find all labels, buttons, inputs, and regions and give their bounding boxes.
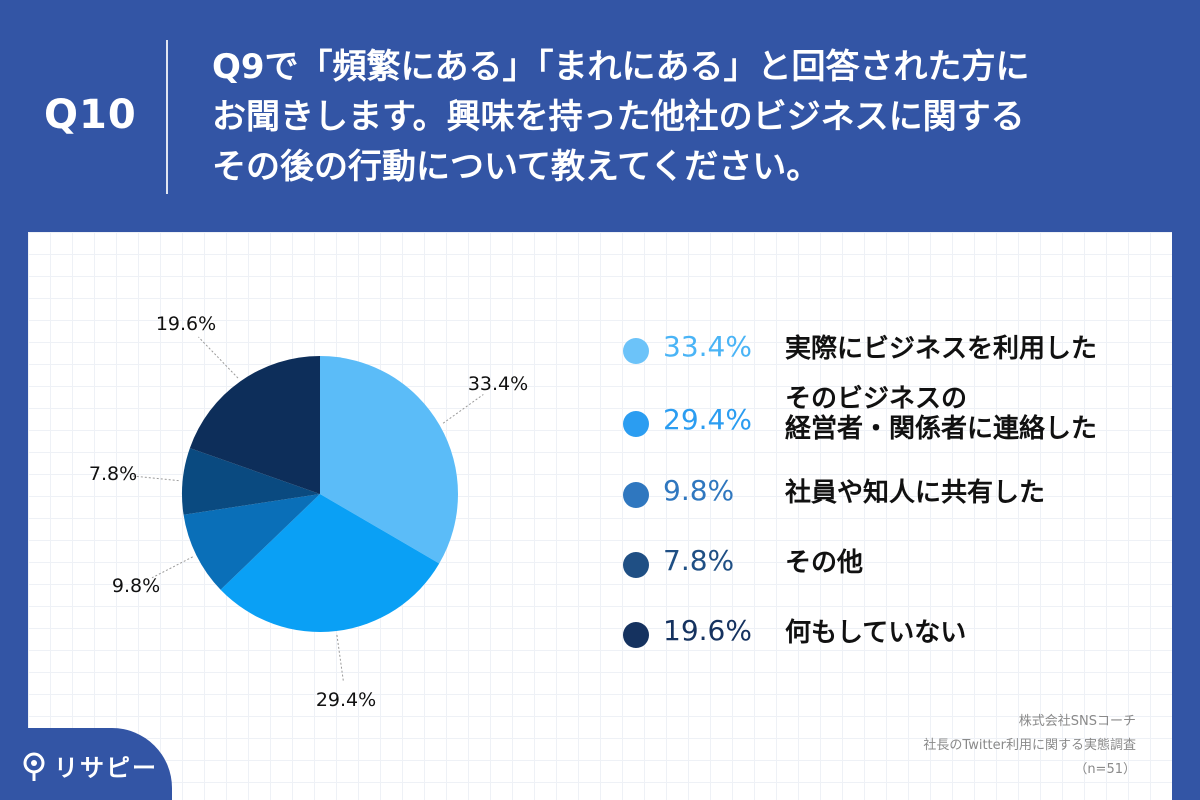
legend-label: そのビジネスの [785,384,968,414]
legend-item: 29.4% そのビジネスの 経営者・関係者に連絡した [623,384,1163,452]
question-line: お聞きします。興味を持った他社のビジネスに関する [212,97,1025,137]
legend-value: 33.4% [663,330,752,363]
legend-label: 社員や知人に共有した [785,478,1046,508]
leader-line [442,394,484,424]
slice-label: 7.8% [89,463,137,485]
legend-label: 実際にビジネスを利用した [785,334,1098,364]
source-line: 株式会社SNSコーチ [1018,714,1136,729]
legend-label: その他 [785,548,864,578]
leader-line [336,634,345,683]
slice-label: 19.6% [156,313,216,335]
legend-value: 7.8% [663,544,735,577]
map-pin-icon [23,752,45,781]
question-number: Q10 [44,92,137,138]
legend-dot-icon [623,482,649,508]
legend-dot-icon [623,338,649,364]
question-text: Q9で「頻繁にある」「まれにある」と回答された方に お聞きします。興味を持った他… [212,42,1172,192]
legend-item: 33.4% 実際にビジネスを利用した [623,322,1163,382]
legend-dot-icon [623,622,649,648]
source-line: 社長のTwitter利用に関する実態調査 [923,738,1136,753]
slice-label: 9.8% [112,575,160,597]
logo-text: リサピー [54,754,158,782]
pie-slice [220,494,440,632]
brand-logo: リサピー [0,728,172,800]
pie-slice [182,448,320,515]
slice-label: 33.4% [468,373,528,395]
chart-panel: 33.4% 29.4% 9.8% 7.8% 19.6% 33.4% 実際にビジネスを利用… [28,232,1172,800]
question-header: Q10 Q9で「頻繁にある」「まれにある」と回答された方に お聞きします。興味を… [0,0,1200,232]
slice-label: 29.4% [316,689,376,711]
source-note: 株式会社SNSコーチ 社長のTwitter利用に関する実態調査 （n=51） [923,710,1136,782]
pie-slice [183,494,320,590]
legend-value: 29.4% [663,403,752,436]
pie-chart: 33.4% 29.4% 9.8% 7.8% 19.6% [89,313,528,711]
legend-item: 19.6% 何もしていない [623,598,1163,658]
legend-value: 19.6% [663,614,752,647]
legend-item: 7.8% その他 [623,530,1163,590]
leader-line [130,475,179,482]
leader-line [198,336,239,379]
legend-dot-icon [623,552,649,578]
source-line: （n=51） [1074,762,1136,777]
question-line: Q9で「頻繁にある」「まれにある」と回答された方に [212,47,1030,87]
legend-value: 9.8% [663,474,735,507]
legend-item: 9.8% 社員や知人に共有した [623,462,1163,522]
legend-dot-icon [623,411,649,437]
pie-slice [320,356,459,564]
legend-label: 経営者・関係者に連絡した [785,414,1098,444]
question-line: その後の行動について教えてください。 [212,147,821,187]
header-divider [166,40,168,194]
pie-slice [189,356,320,494]
legend-label: 何もしていない [785,618,967,648]
